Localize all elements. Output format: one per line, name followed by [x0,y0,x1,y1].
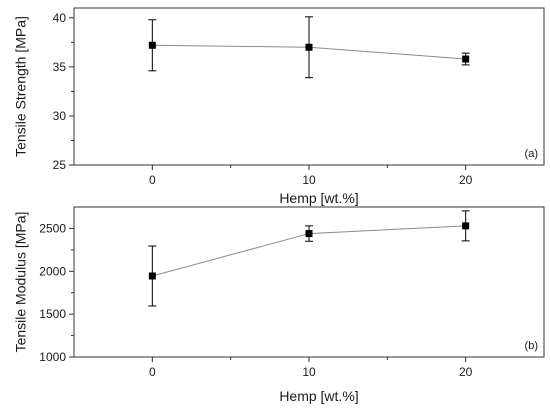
panel-b-data-point [305,230,313,238]
panel-a-data-point [305,43,313,51]
panel-b-data-point [462,222,470,230]
panel-a-y-tick-labels: 25 30 35 40 [53,11,67,172]
panel-a-y-axis-title: Tensile Strength [MPa] [13,16,29,157]
panel-b-x-tick-label: 0 [149,365,156,379]
panel-a-x-tick-labels: 0 10 20 [149,173,473,187]
panel-a-x-tick-label: 20 [459,173,473,187]
panel-a-y-tick-label: 25 [53,158,67,172]
panel-b-data-point [148,272,156,280]
panel-b-x-tick-label: 10 [302,365,316,379]
panel-a-series [148,16,470,79]
panel-a-y-tick-label: 35 [53,60,67,74]
panel-b-series [148,210,470,307]
panel-a-x-ticks [151,165,467,170]
panel-b-y-axis-title: Tensile Modulus [MPa] [13,212,29,353]
panel-a-y-tick-label: 30 [53,109,67,123]
panel-a-x-tick-label: 10 [302,173,316,187]
panel-a-x-tick-label: 0 [149,173,156,187]
panel-b-y-tick-labels: 1000 1500 2000 2500 [39,221,66,364]
panel-b-y-tick-label: 2500 [39,221,66,235]
panel-b-y-tick-label: 2000 [39,264,66,278]
panel-a-y-ticks [69,17,74,166]
panel-a-label: (a) [525,148,538,160]
panel-b-x-tick-label: 20 [459,365,473,379]
panel-b-x-tick-labels: 0 10 20 [149,365,473,379]
panel-b-x-ticks [151,357,467,362]
panel-a-y-tick-label: 40 [53,11,67,25]
panel-a-data-point [462,55,470,63]
panel-b-y-tick-label: 1500 [39,307,66,321]
panel-b-y-ticks [69,227,74,358]
panel-b-x-axis-title: Hemp [wt.%] [279,388,358,404]
panel-b-label: (b) [525,340,538,352]
panel-a-tensile-strength: 0 10 20 25 30 35 40 Hemp [wt.%] Tensile Stren… [13,7,545,206]
panel-b-tensile-modulus: 0 10 20 1000 1500 2000 2500 Hemp [wt.%] Tensi… [13,206,545,404]
panel-a-data-point [148,41,156,49]
panel-a-x-axis-title: Hemp [wt.%] [279,190,358,206]
panel-b-y-tick-label: 1000 [39,350,66,364]
